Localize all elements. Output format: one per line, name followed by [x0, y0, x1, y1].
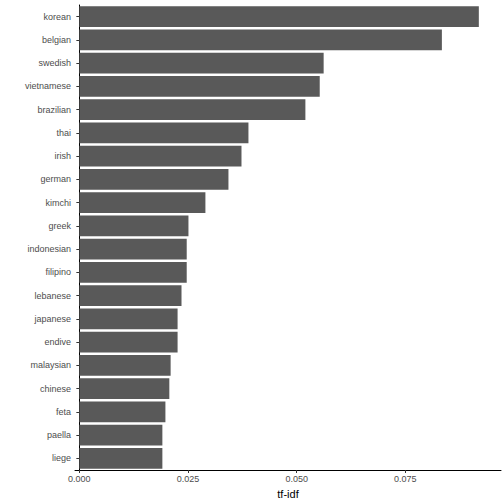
svg-text:feta: feta	[56, 407, 71, 417]
svg-text:paella: paella	[47, 430, 71, 440]
svg-text:indonesian: indonesian	[27, 244, 71, 254]
svg-text:vietnamese: vietnamese	[25, 81, 71, 91]
svg-text:thai: thai	[56, 128, 71, 138]
svg-text:irish: irish	[54, 151, 71, 161]
svg-text:japanese: japanese	[33, 314, 71, 324]
svg-text:chinese: chinese	[40, 384, 71, 394]
svg-text:0.050: 0.050	[285, 474, 308, 484]
svg-text:0.000: 0.000	[68, 474, 91, 484]
svg-text:brazilian: brazilian	[37, 105, 71, 115]
svg-text:malaysian: malaysian	[30, 360, 71, 370]
svg-text:tf-idf: tf-idf	[277, 488, 299, 500]
svg-text:swedish: swedish	[38, 58, 71, 68]
svg-text:endive: endive	[44, 337, 71, 347]
svg-text:korean: korean	[43, 12, 71, 22]
svg-text:kimchi: kimchi	[45, 198, 71, 208]
svg-text:greek: greek	[48, 221, 71, 231]
svg-text:german: german	[40, 174, 71, 184]
svg-text:filipino: filipino	[45, 267, 71, 277]
svg-text:0.025: 0.025	[177, 474, 200, 484]
svg-text:0.075: 0.075	[394, 474, 417, 484]
svg-text:lebanese: lebanese	[34, 291, 71, 301]
svg-text:belgian: belgian	[42, 35, 71, 45]
svg-text:liege: liege	[52, 453, 71, 463]
